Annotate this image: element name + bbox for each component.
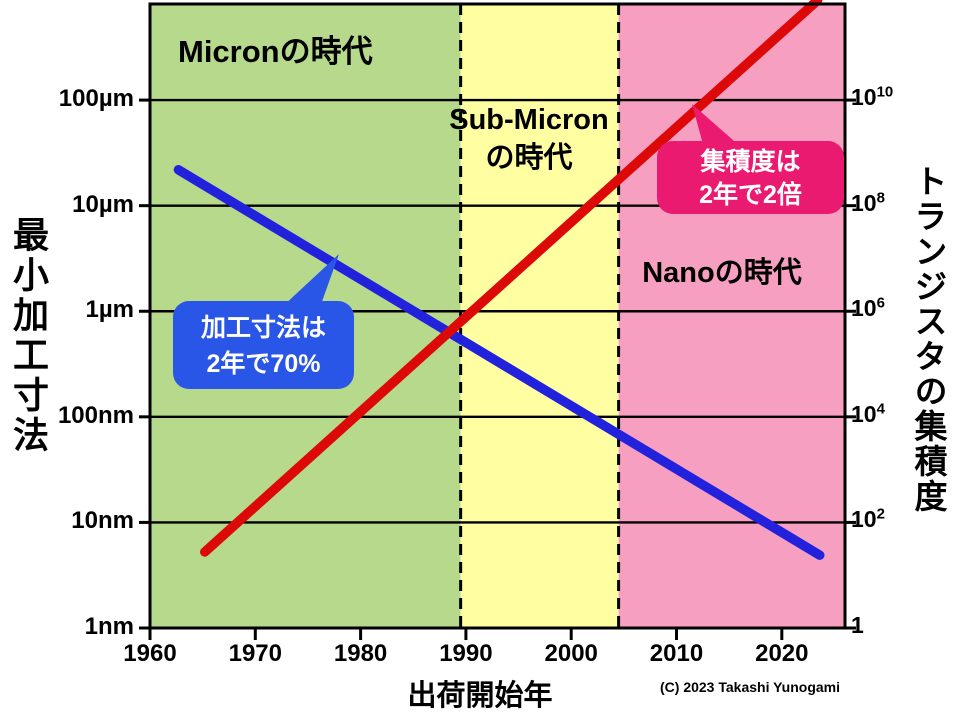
era-label-line: Sub-Micron [449,104,609,136]
y-right-tick-label: 1010 [851,83,894,111]
y-left-tick-label: 1µm [85,296,134,324]
callout-line: 加工寸法は [200,314,326,342]
series-minimum-feature-size [173,165,825,560]
x-tick-label: 2020 [755,640,809,667]
region-sub-micron-era [460,4,619,628]
y-right-tick-label: 106 [851,294,885,322]
y-left-tick-label: 10µm [72,190,134,218]
density-callout: 集積度は 2年で2倍 [657,141,844,214]
y-left-tick-label: 10nm [71,507,134,535]
x-tick-label: 1970 [228,640,282,667]
x-tick-label: 2000 [544,640,598,667]
region-nano-era [618,4,845,628]
x-tick-label: 1960 [123,640,177,667]
era-label-nano: Nanoの時代 [642,257,802,289]
y-right-tick-label: 102 [851,505,885,533]
copyright: (C) 2023 Takashi Yunogami [660,679,840,695]
feature-size-callout: 加工寸法は 2年で70% [173,301,354,389]
left-axis-title: 最小加工寸法 [8,216,49,456]
y-right-tick-label: 108 [851,189,885,216]
era-label-sub-micron: Sub-Micron の時代 [436,102,622,177]
y-left-tick-label: 100µm [58,85,134,113]
series-transistor-density [200,0,823,557]
callout-line: 2年で70% [206,349,321,378]
y-left-tick-label: 1nm [84,613,134,640]
era-label-micron: Micronの時代 [178,34,373,69]
feature-size-callout-tail [282,254,339,307]
y-right-tick-label: 1 [851,612,864,638]
callout-line: 集積度は [700,148,801,176]
y-left-tick-label: 100nm [57,401,134,429]
x-tick-label: 1980 [333,640,388,667]
x-tick-label: 2010 [649,640,704,667]
density-callout-tail [692,104,742,148]
callout-line: 2年で2倍 [699,181,802,209]
x-tick-label: 1990 [439,640,493,667]
x-axis-title: 出荷開始年 [407,680,553,712]
era-label-line: の時代 [485,141,573,174]
plot-border [148,2,847,630]
right-axis-title: トランジスタの集積度 [910,164,947,514]
y-right-tick-label: 104 [851,400,885,427]
